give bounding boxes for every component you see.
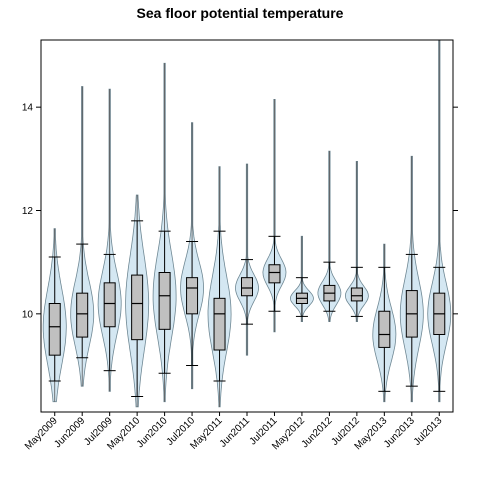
box <box>241 277 253 297</box>
violin-group-Jun2012 <box>317 150 342 322</box>
box <box>76 292 89 338</box>
violin-group-Jun2011 <box>235 163 259 356</box>
violin-group-May2011 <box>207 166 232 408</box>
box <box>48 303 61 356</box>
violin-group-Jul2013 <box>427 39 452 403</box>
x-tick-label-Jun2012: Jun2012 <box>300 415 335 450</box>
x-tick-label-May2009: May2009 <box>23 415 60 452</box>
box <box>158 272 171 330</box>
violin-group-Jun2013 <box>399 155 424 403</box>
violin-group-May2012 <box>289 235 314 322</box>
violin-group-May2013 <box>372 243 397 403</box>
box <box>350 287 363 302</box>
x-tick-label-Jun2010: Jun2010 <box>135 415 170 450</box>
violin-group-Jun2009 <box>70 86 95 387</box>
box <box>378 310 391 348</box>
violin-group-May2010 <box>125 194 150 408</box>
y-tick-label: 14 <box>22 103 34 114</box>
axes: 101214May2009Jun2009Jul2009May2010Jun201… <box>22 39 458 452</box>
violin-group-Jul2009 <box>97 88 122 392</box>
violin-group-Jul2012 <box>344 161 369 322</box>
x-tick-label-Jun2013: Jun2013 <box>382 415 417 450</box>
chart-title: Sea floor potential temperature <box>137 5 344 21</box>
violin-group-Jul2011 <box>262 99 287 333</box>
box <box>268 264 281 284</box>
x-tick-label-Jul2013: Jul2013 <box>412 415 445 448</box>
x-tick-label-Jun2011: Jun2011 <box>218 415 253 450</box>
box <box>131 274 144 341</box>
x-tick-label-Jun2009: Jun2009 <box>52 415 87 450</box>
box <box>103 282 116 328</box>
box <box>213 297 226 351</box>
y-tick-label: 12 <box>22 206 34 217</box>
plot-area <box>42 39 452 408</box>
violin-group-Jul2010 <box>180 122 204 390</box>
box <box>186 277 199 315</box>
y-tick-label: 10 <box>22 309 34 320</box>
violin-group-Jun2010 <box>152 62 177 403</box>
violin-group-May2009 <box>42 228 67 403</box>
